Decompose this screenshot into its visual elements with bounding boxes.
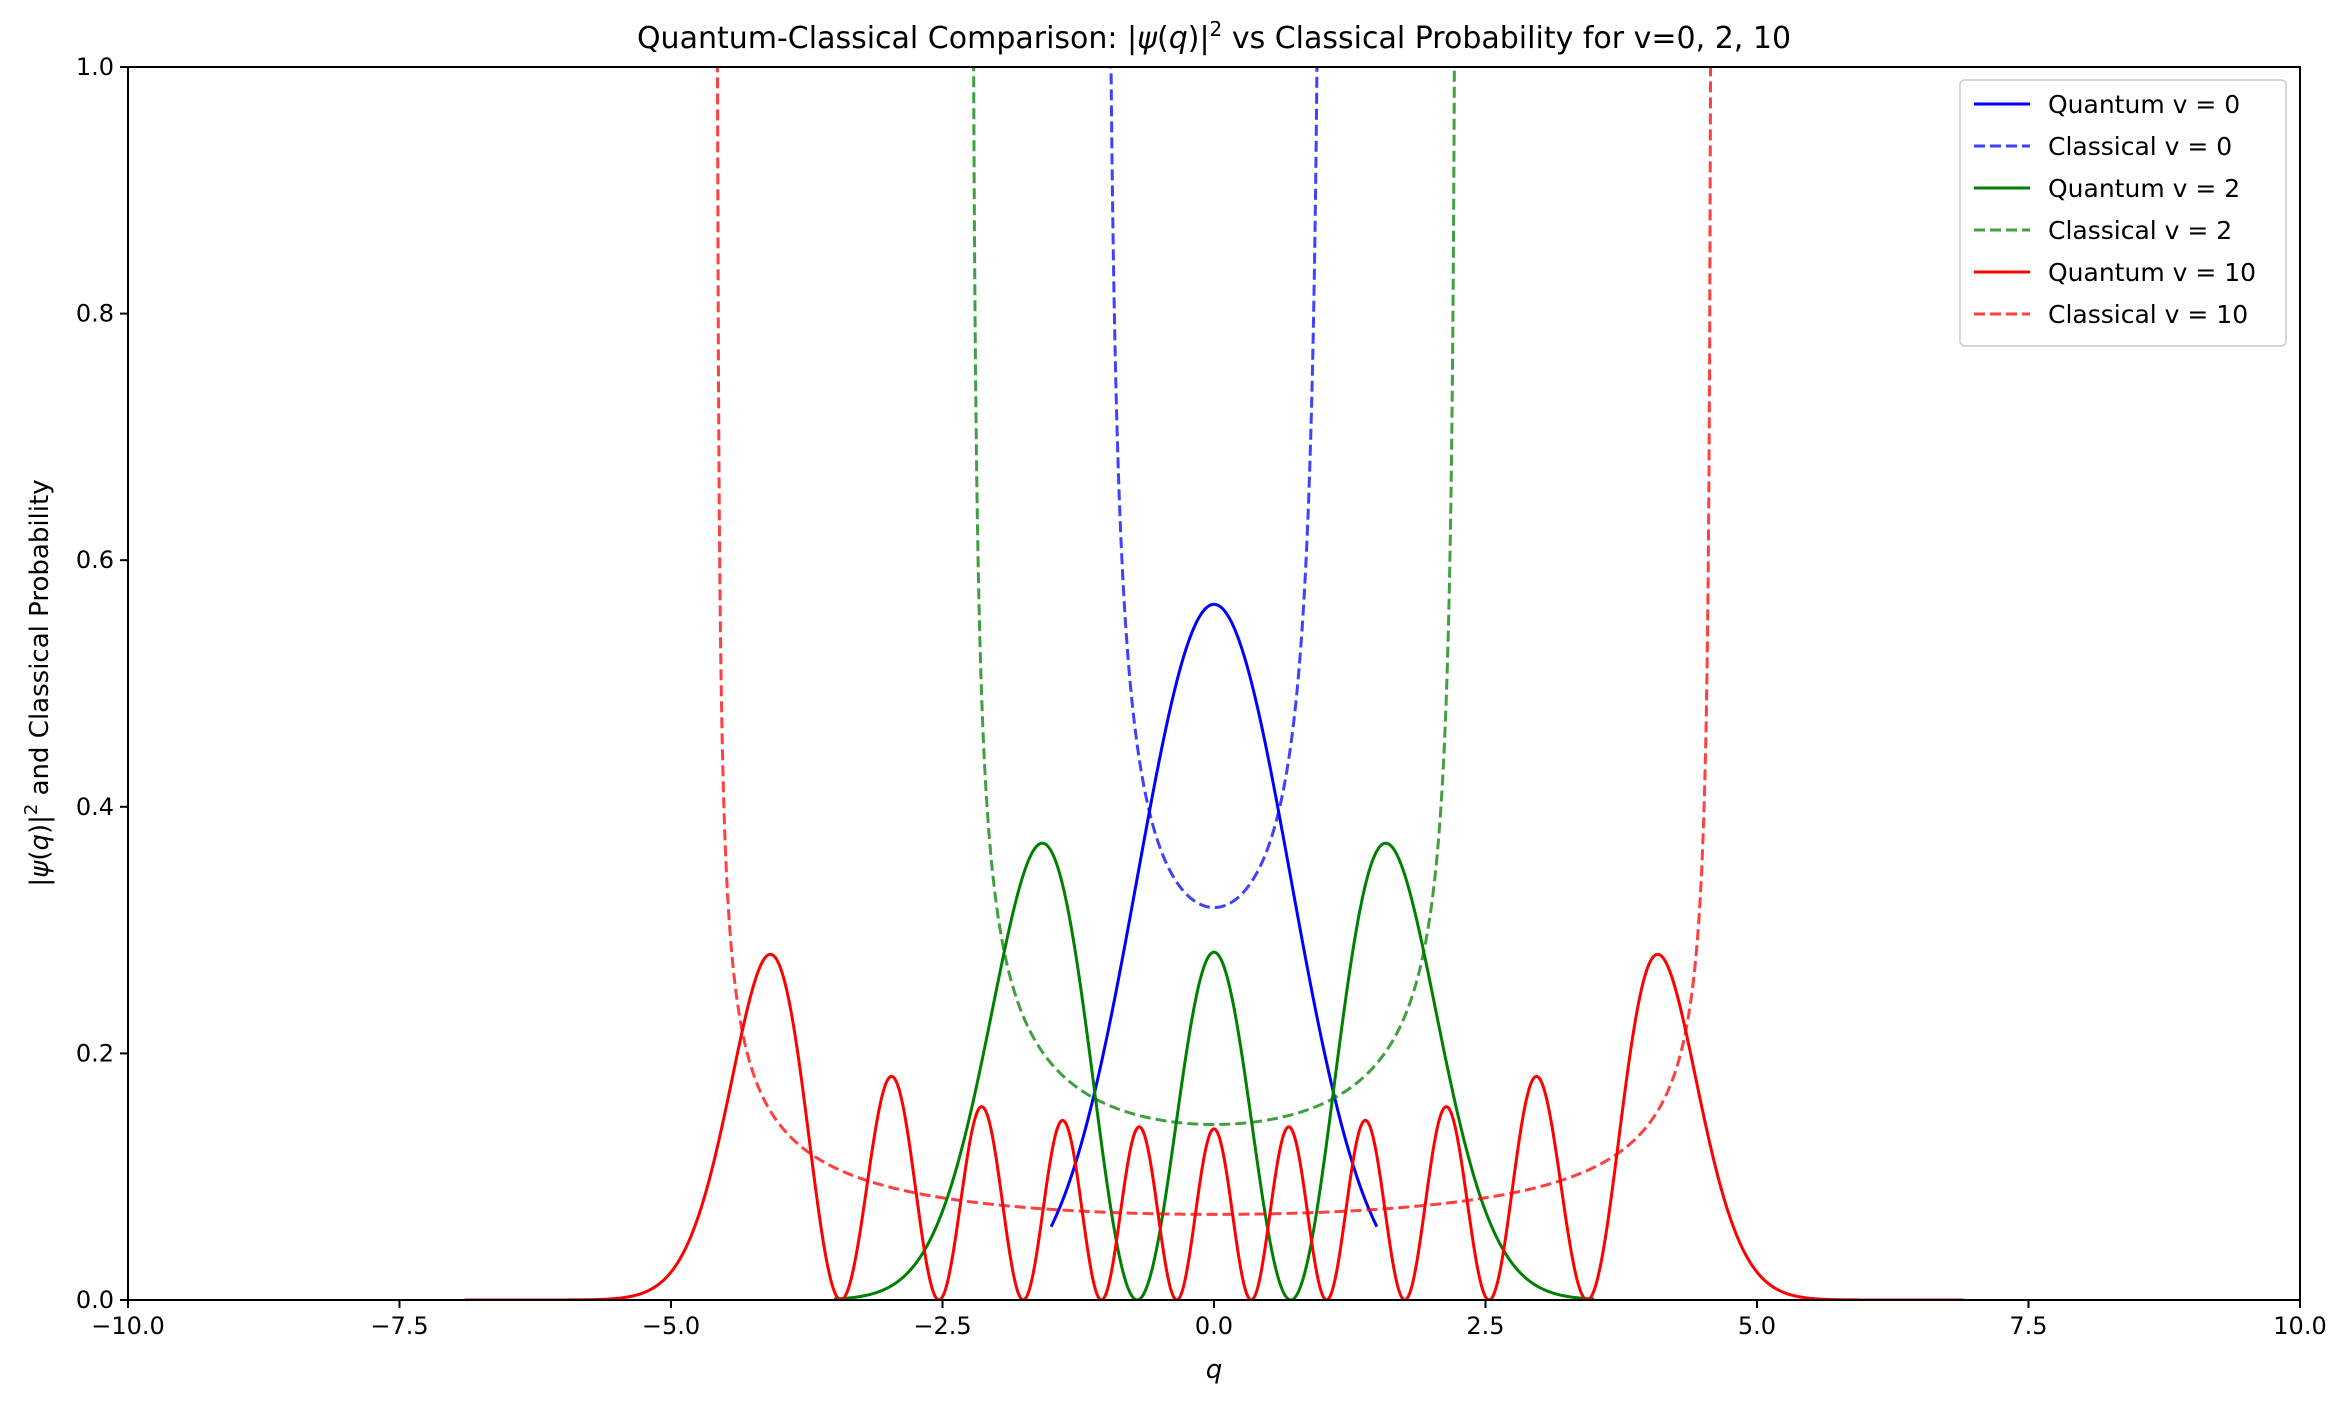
series-line-quantum-v2 (833, 841, 1595, 1300)
x-tick-label: 5.0 (1738, 1312, 1776, 1340)
legend-label: Quantum v = 10 (2048, 258, 2256, 287)
series-layer (464, 67, 1964, 1300)
legend-label: Classical v = 2 (2048, 216, 2232, 245)
x-tick-label: −7.5 (370, 1312, 428, 1340)
x-tick-label: 0.0 (1195, 1312, 1233, 1340)
series-line-classical-v10 (715, 67, 1713, 1216)
y-tick-label: 1.0 (76, 53, 114, 81)
x-tick-label: 2.5 (1466, 1312, 1504, 1340)
y-axis: 0.0 0.2 0.4 0.6 0.8 1.0 (76, 53, 128, 1314)
x-axis-title: q (1206, 1355, 1223, 1385)
legend-box (1959, 79, 2287, 347)
legend-label: Quantum v = 0 (2048, 90, 2240, 119)
legend-label: Quantum v = 2 (2048, 174, 2240, 203)
x-tick-label: 7.5 (2009, 1312, 2047, 1340)
series-line-classical-v0 (1109, 67, 1319, 910)
series-line-quantum-v0 (1049, 602, 1379, 1228)
y-tick-label: 0.8 (76, 300, 114, 328)
y-tick-label: 0.0 (76, 1286, 114, 1314)
series-line-classical-v2 (972, 67, 1456, 1126)
x-axis: −10.0 −7.5 −5.0 −2.5 0.0 2.5 5.0 7.5 10.0 (91, 1300, 2327, 1340)
y-axis-title: |ψ(q)|2 and Classical Probability (21, 479, 55, 886)
y-tick-label: 0.4 (76, 793, 114, 821)
y-tick-label: 0.6 (76, 546, 114, 574)
x-tick-label: −5.0 (642, 1312, 700, 1340)
chart-title: Quantum-Classical Comparison: |ψ(q)|2 vs… (637, 17, 1791, 56)
legend-label: Classical v = 10 (2048, 300, 2248, 329)
x-tick-label: −2.5 (913, 1312, 971, 1340)
x-tick-label: −10.0 (91, 1312, 165, 1340)
series-line-quantum-v10 (464, 952, 1964, 1300)
legend: Quantum v = 0 Classical v = 0 Quantum v = … (1959, 79, 2287, 347)
y-tick-label: 0.2 (76, 1039, 114, 1067)
x-tick-label: 10.0 (2273, 1312, 2326, 1340)
legend-label: Classical v = 0 (2048, 132, 2232, 161)
